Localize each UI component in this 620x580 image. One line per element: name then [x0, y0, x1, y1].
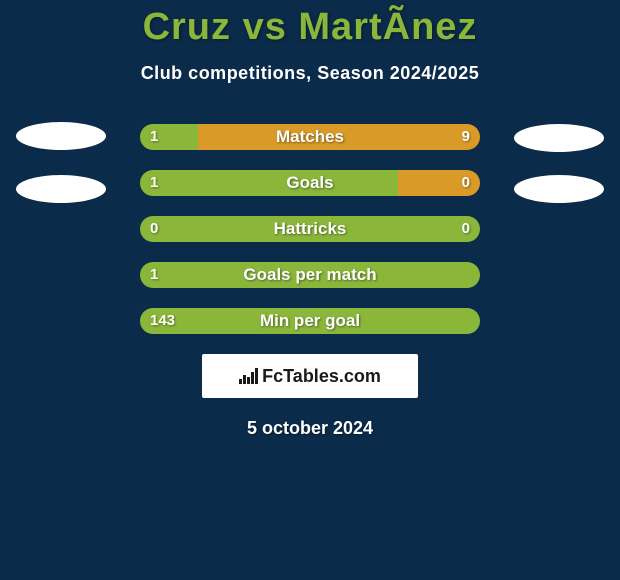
- brand-box[interactable]: FcTables.com: [202, 354, 418, 398]
- stats-bars-area: Matches19Goals10Hattricks00Goals per mat…: [0, 114, 620, 344]
- stat-row: Min per goal143: [0, 298, 620, 344]
- player-avatar-left: [16, 122, 106, 150]
- brand-label: FcTables.com: [239, 366, 381, 387]
- player-avatar-right: [514, 124, 604, 152]
- player-avatar-left: [16, 175, 106, 203]
- stat-bar: [140, 308, 480, 334]
- brand-text: FcTables.com: [262, 366, 381, 387]
- stat-row: Goals per match1: [0, 252, 620, 298]
- stat-bar: [140, 170, 480, 196]
- bar-chart-icon: [239, 368, 258, 384]
- stat-row: Hattricks00: [0, 206, 620, 252]
- stat-bar-left: [140, 262, 480, 288]
- subtitle: Club competitions, Season 2024/2025: [0, 63, 620, 84]
- stat-bar-right: [198, 124, 480, 150]
- stat-bar: [140, 216, 480, 242]
- stat-bar-left: [140, 216, 480, 242]
- stat-bar: [140, 124, 480, 150]
- stat-bar-left: [140, 308, 480, 334]
- stat-bar-left: [140, 170, 398, 196]
- stat-bar: [140, 262, 480, 288]
- player-avatar-right: [514, 175, 604, 203]
- date-text: 5 october 2024: [0, 418, 620, 439]
- stat-bar-left: [140, 124, 198, 150]
- stat-bar-right: [398, 170, 480, 196]
- page-title: Cruz vs MartÃ­nez: [0, 0, 620, 49]
